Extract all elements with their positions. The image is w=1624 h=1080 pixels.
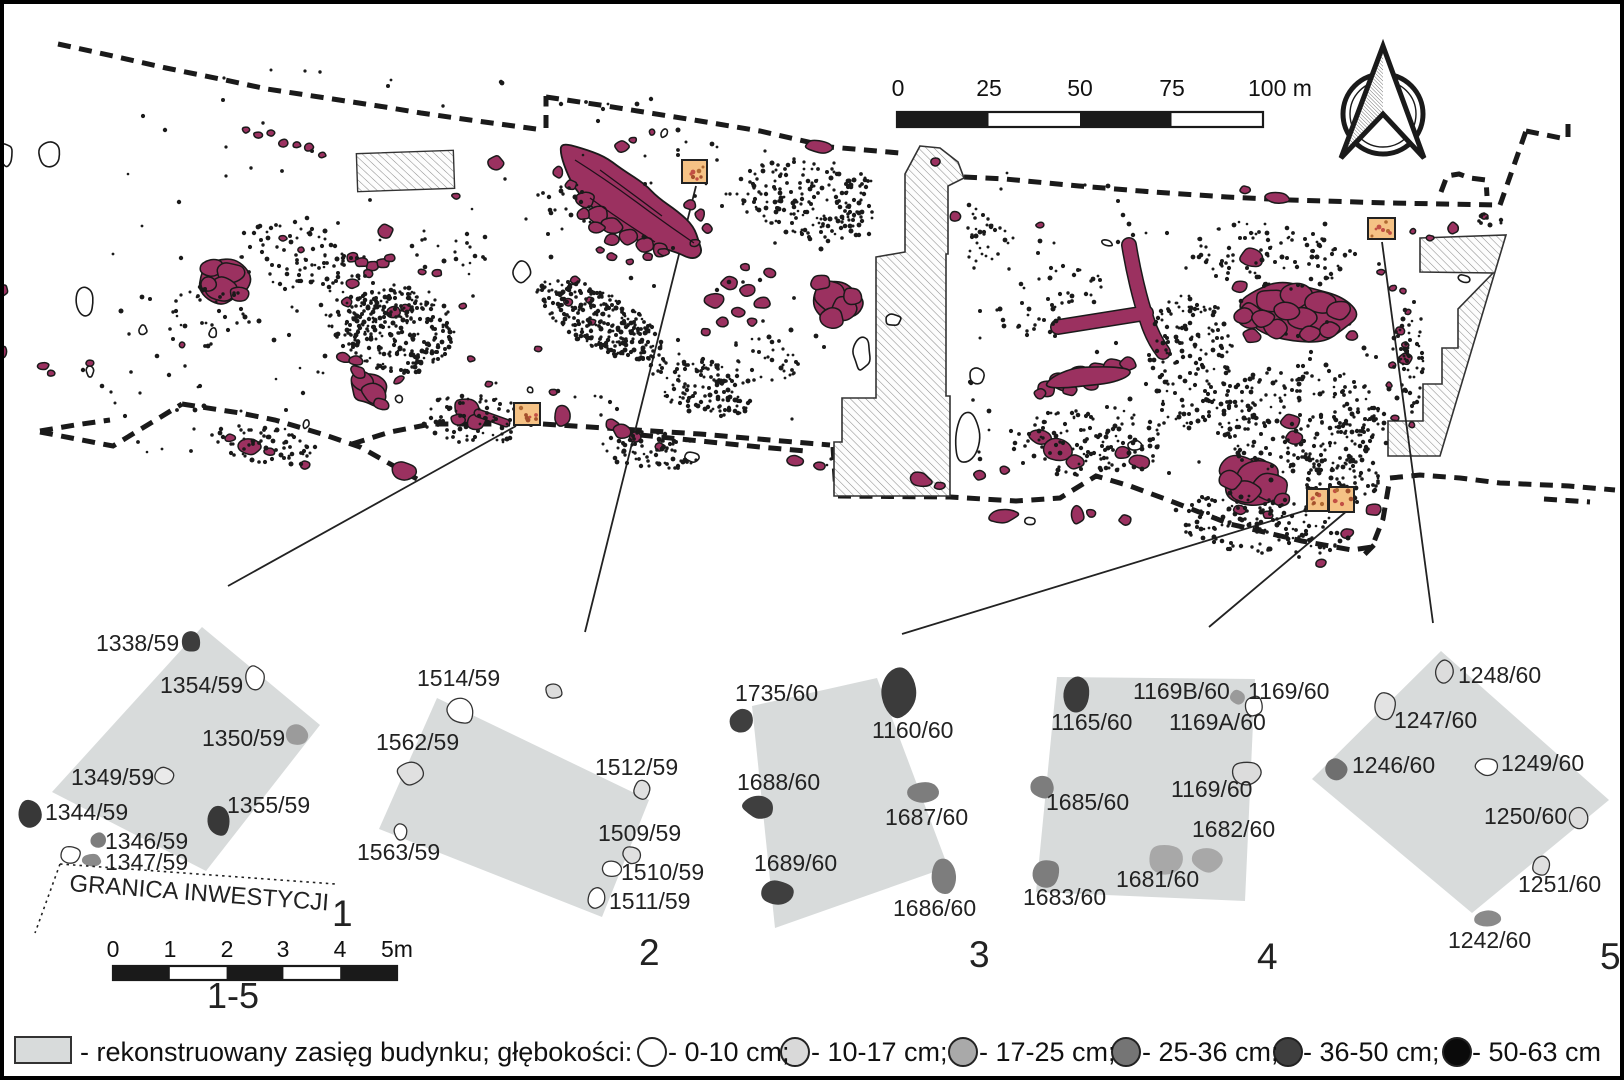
svg-text:- 17-25 cm;: - 17-25 cm; — [979, 1037, 1116, 1067]
svg-text:1563/59: 1563/59 — [357, 839, 440, 865]
svg-text:50: 50 — [1067, 75, 1093, 101]
svg-text:- rekonstruowany zasięg budynk: - rekonstruowany zasięg budynku; głęboko… — [80, 1037, 632, 1067]
svg-text:1688/60: 1688/60 — [737, 769, 820, 795]
svg-text:1562/59: 1562/59 — [376, 729, 459, 755]
svg-text:1247/60: 1247/60 — [1394, 707, 1477, 733]
svg-text:- 10-17 cm;: - 10-17 cm; — [811, 1037, 948, 1067]
svg-text:1246/60: 1246/60 — [1352, 752, 1435, 778]
svg-text:2: 2 — [221, 936, 234, 962]
svg-text:1685/60: 1685/60 — [1046, 789, 1129, 815]
svg-text:0: 0 — [107, 936, 120, 962]
svg-text:0: 0 — [892, 75, 905, 101]
svg-text:5: 5 — [1600, 936, 1621, 977]
svg-text:1160/60: 1160/60 — [872, 717, 953, 743]
svg-text:1509/59: 1509/59 — [598, 820, 681, 846]
svg-text:1249/60: 1249/60 — [1501, 750, 1584, 776]
svg-text:1514/59: 1514/59 — [417, 665, 500, 691]
svg-text:1242/60: 1242/60 — [1448, 927, 1531, 953]
svg-text:75: 75 — [1159, 75, 1185, 101]
svg-text:1350/59: 1350/59 — [202, 725, 285, 751]
svg-text:100 m: 100 m — [1248, 75, 1312, 101]
svg-text:1-5: 1-5 — [207, 975, 259, 1016]
svg-text:1689/60: 1689/60 — [754, 850, 837, 876]
svg-text:1681/60: 1681/60 — [1116, 866, 1199, 892]
svg-text:1165/60: 1165/60 — [1051, 709, 1132, 735]
svg-text:1169/60: 1169/60 — [1171, 776, 1252, 802]
svg-text:1347/59: 1347/59 — [105, 849, 188, 875]
svg-text:1735/60: 1735/60 — [735, 680, 818, 706]
svg-text:2: 2 — [639, 932, 660, 973]
svg-text:1169A/60: 1169A/60 — [1169, 709, 1266, 735]
svg-text:- 25-36 cm;: - 25-36 cm; — [1142, 1037, 1279, 1067]
svg-text:1251/60: 1251/60 — [1518, 871, 1601, 897]
svg-text:1248/60: 1248/60 — [1458, 662, 1541, 688]
svg-text:1250/60: 1250/60 — [1484, 803, 1567, 829]
svg-text:4: 4 — [1257, 936, 1278, 977]
svg-text:- 36-50 cm;: - 36-50 cm; — [1303, 1037, 1440, 1067]
svg-text:- 50-63 cm: - 50-63 cm — [1472, 1037, 1601, 1067]
svg-text:1338/59: 1338/59 — [96, 630, 179, 656]
svg-text:4: 4 — [334, 936, 347, 962]
svg-text:1511/59: 1511/59 — [609, 888, 690, 914]
svg-text:5m: 5m — [381, 936, 413, 962]
svg-text:1510/59: 1510/59 — [621, 859, 704, 885]
svg-text:1682/60: 1682/60 — [1192, 816, 1275, 842]
svg-text:1686/60: 1686/60 — [893, 895, 976, 921]
svg-text:1169B/60: 1169B/60 — [1133, 678, 1230, 704]
svg-text:1687/60: 1687/60 — [885, 804, 968, 830]
svg-text:1354/59: 1354/59 — [160, 672, 243, 698]
svg-text:3: 3 — [969, 934, 990, 975]
svg-text:1349/59: 1349/59 — [71, 764, 154, 790]
svg-text:1169/60: 1169/60 — [1248, 678, 1329, 704]
svg-text:1355/59: 1355/59 — [227, 792, 310, 818]
svg-text:1683/60: 1683/60 — [1023, 884, 1106, 910]
svg-text:1346/59: 1346/59 — [105, 828, 188, 854]
svg-text:1344/59: 1344/59 — [45, 799, 128, 825]
svg-text:- 0-10 cm;: - 0-10 cm; — [668, 1037, 790, 1067]
svg-text:1: 1 — [164, 936, 177, 962]
svg-text:3: 3 — [277, 936, 290, 962]
svg-text:1512/59: 1512/59 — [595, 754, 678, 780]
svg-text:25: 25 — [976, 75, 1002, 101]
svg-text:1: 1 — [332, 893, 353, 934]
